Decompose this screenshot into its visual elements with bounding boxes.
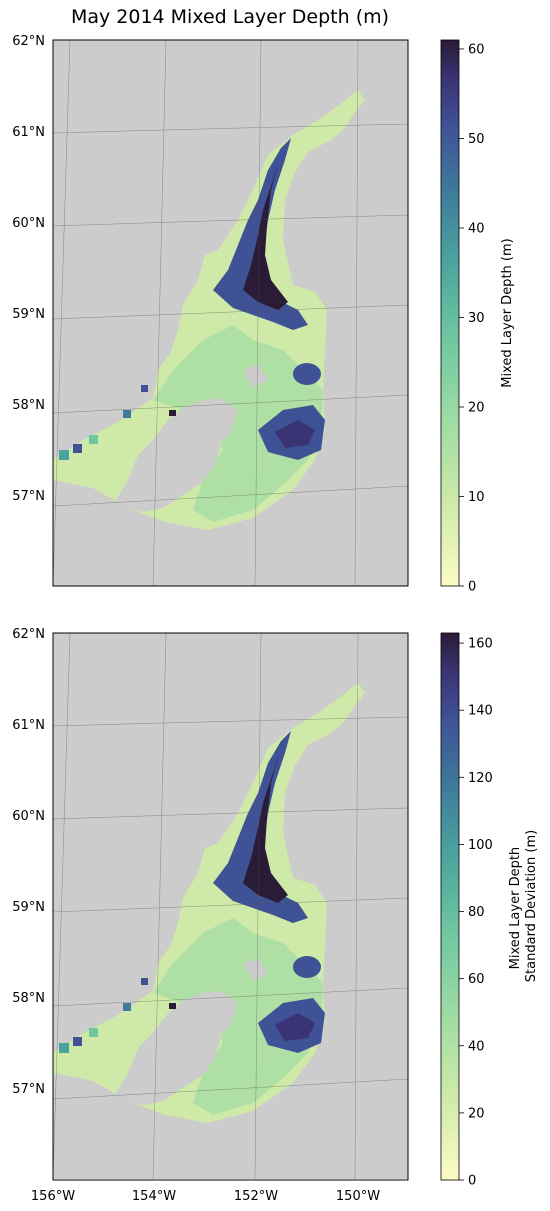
map-panel-1 xyxy=(53,40,408,586)
lat-label: 61°N xyxy=(12,718,45,733)
lat-label: 57°N xyxy=(12,489,45,504)
colorbar-tick-label: 50 xyxy=(468,132,485,147)
lat-label: 62°N xyxy=(12,627,45,642)
colorbar-tick-label: 80 xyxy=(468,905,485,920)
lon-label: 156°W xyxy=(31,1189,75,1204)
map-panel-2 xyxy=(53,633,408,1180)
colorbar-2-label: Mixed Layer Depth Standard Deviation (m) xyxy=(508,830,539,982)
colorbar-tick-label: 40 xyxy=(468,221,485,236)
colorbar-1-label: Mixed Layer Depth (m) xyxy=(500,238,515,387)
lat-labels-1: 62°N 61°N 60°N 59°N 58°N 57°N xyxy=(12,34,45,504)
colorbar-tick-label: 10 xyxy=(468,490,485,505)
map-frame-2 xyxy=(52,632,409,1181)
lon-label: 150°W xyxy=(336,1189,380,1204)
colorbar-tick-label: 20 xyxy=(468,400,485,415)
colorbar-tick-label: 60 xyxy=(468,42,485,57)
lat-label: 62°N xyxy=(12,34,45,49)
colorbar-tick-label: 0 xyxy=(468,580,476,595)
colorbar-2: 0 20 40 60 80 100 120 140 160 Mixed Layer Depth … xyxy=(440,632,539,1189)
colorbar-tick-label: 40 xyxy=(468,1039,485,1054)
colorbar-1: 0 10 20 30 40 50 60 Mixed Layer Depth (m) xyxy=(440,39,515,595)
lon-label: 154°W xyxy=(132,1189,176,1204)
lat-label: 59°N xyxy=(12,307,45,322)
colorbar-tick-label: 140 xyxy=(468,704,493,719)
map-frame-1 xyxy=(52,39,409,587)
colorbar-tick-label: 100 xyxy=(468,838,493,853)
lat-label: 57°N xyxy=(12,1082,45,1097)
colorbar-tick-label: 120 xyxy=(468,771,493,786)
lat-label: 58°N xyxy=(12,991,45,1006)
colorbar-2-label-line: Mixed Layer Depth xyxy=(508,847,523,969)
lat-label: 60°N xyxy=(12,216,45,231)
lat-label: 58°N xyxy=(12,398,45,413)
colorbar-2-label-line: Standard Deviation (m) xyxy=(524,830,539,982)
colorbar-2-bar xyxy=(440,632,460,1181)
colorbar-tick-label: 20 xyxy=(468,1106,485,1121)
lat-label: 60°N xyxy=(12,809,45,824)
colorbar-tick-label: 60 xyxy=(468,972,485,987)
lat-label: 61°N xyxy=(12,125,45,140)
colorbar-1-label-line: Mixed Layer Depth (m) xyxy=(500,238,515,387)
colorbar-1-bar xyxy=(440,39,460,587)
colorbar-tick-label: 0 xyxy=(468,1174,476,1189)
lon-labels: 156°W 154°W 152°W 150°W xyxy=(31,1189,380,1204)
colorbar-tick-label: 30 xyxy=(468,311,485,326)
lat-label: 59°N xyxy=(12,900,45,915)
lat-labels-2: 62°N 61°N 60°N 59°N 58°N 57°N xyxy=(12,627,45,1097)
lon-label: 152°W xyxy=(234,1189,278,1204)
colorbar-tick-label: 160 xyxy=(468,637,493,652)
map-title: May 2014 Mixed Layer Depth (m) xyxy=(70,6,390,28)
